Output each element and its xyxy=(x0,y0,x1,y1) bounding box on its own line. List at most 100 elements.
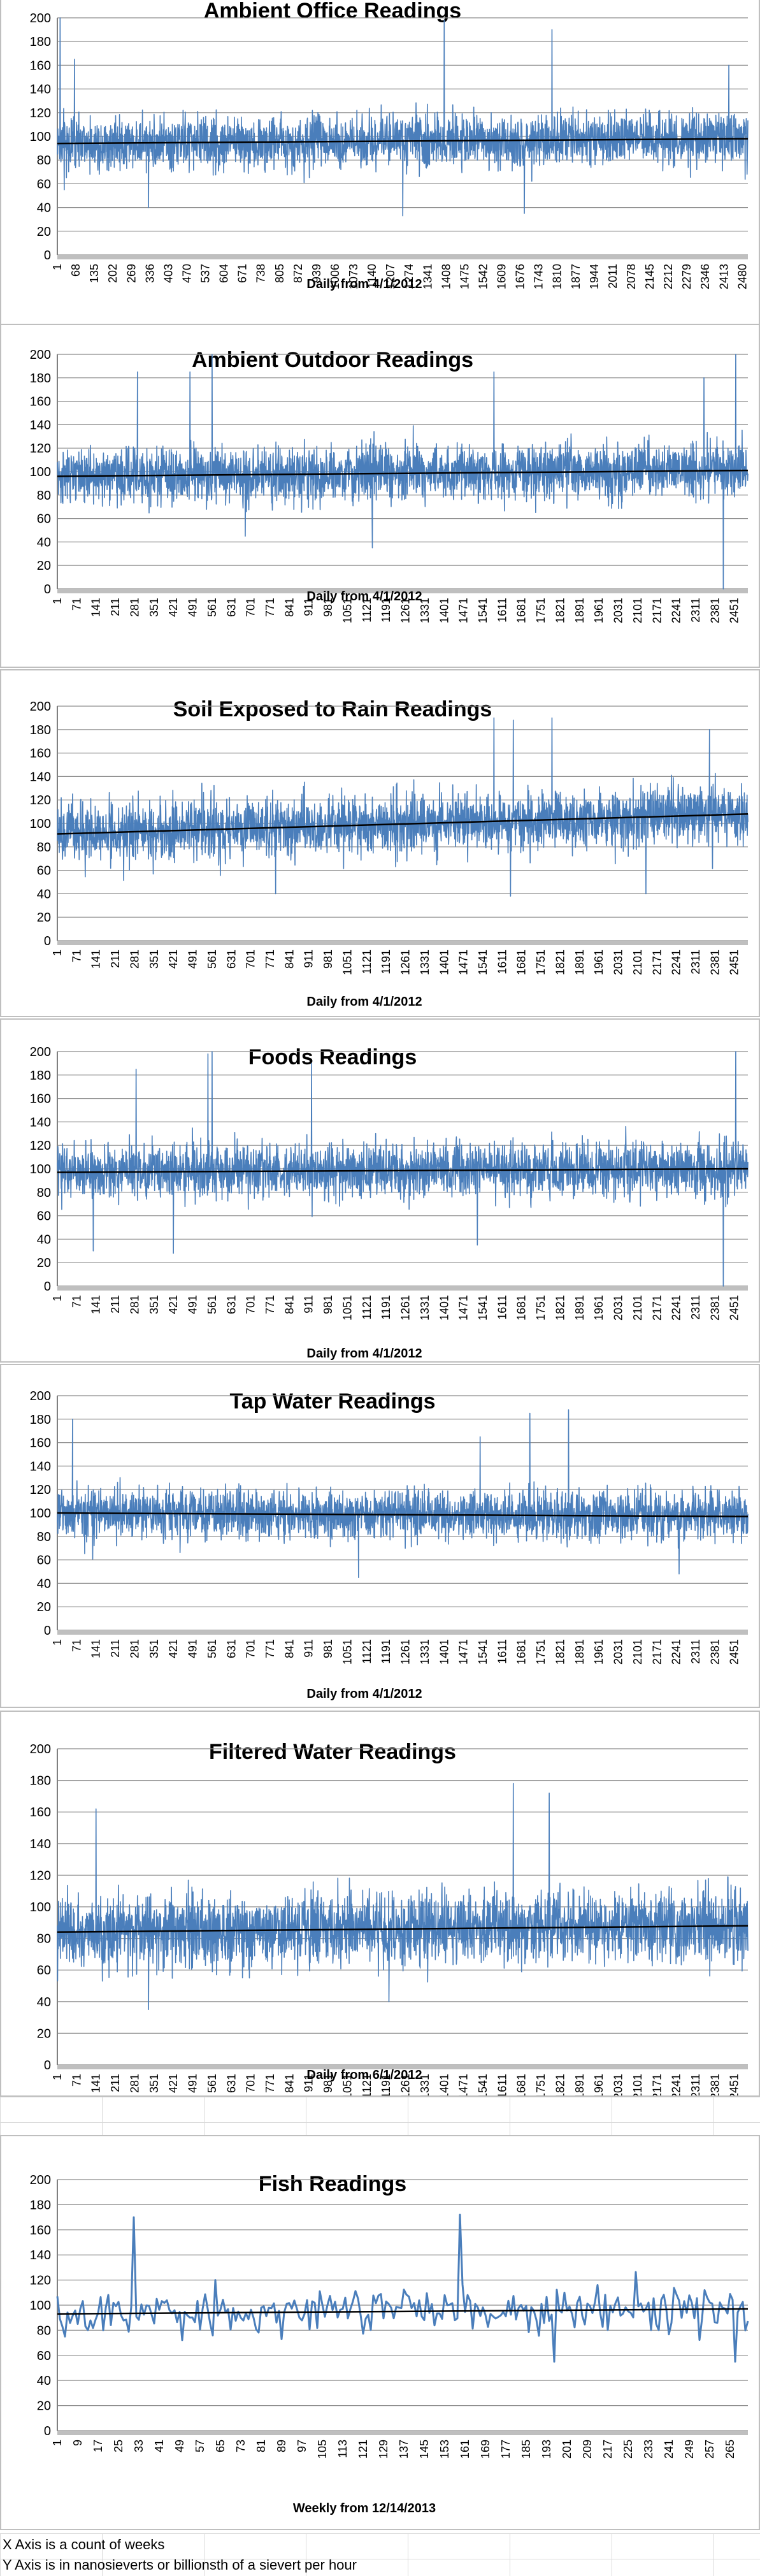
y-tick-label: 180 xyxy=(30,1774,51,1788)
x-tick-label: 141 xyxy=(90,598,103,617)
x-tick-label: 701 xyxy=(245,950,257,969)
x-tick-label: 2451 xyxy=(728,2074,741,2095)
x-tick-label: 1891 xyxy=(573,2074,586,2095)
y-tick-label: 180 xyxy=(30,1413,51,1427)
x-tick-label: 1961 xyxy=(592,1295,605,1321)
x-tick-label: 841 xyxy=(283,598,296,617)
y-tick-label: 80 xyxy=(37,154,51,168)
x-tick-label: 2212 xyxy=(662,264,675,289)
x-tick-label: 1261 xyxy=(399,1639,412,1665)
x-tick-label: 491 xyxy=(187,598,199,617)
y-tick-label: 160 xyxy=(30,2224,51,2238)
x-tick-label: 421 xyxy=(167,950,180,969)
x-tick-label: 265 xyxy=(724,2440,736,2459)
x-tick-label: 911 xyxy=(303,2074,315,2092)
x-tick-label: 135 xyxy=(88,264,101,283)
chart-panel-soil: Soil Exposed to Rain Readings 0 20 40 60 80 10… xyxy=(0,669,760,1017)
x-tick-label: 113 xyxy=(336,2440,349,2458)
x-tick-label: 2241 xyxy=(670,1639,683,1665)
x-tick-label: 1401 xyxy=(438,598,450,623)
x-tick-label: 701 xyxy=(245,1639,257,1658)
chart-panel-ambient-office: Ambient Office Readings 0 20 40 60 80 100 120 14… xyxy=(0,0,760,325)
x-tick-label: 202 xyxy=(106,264,119,283)
x-tick-label: 351 xyxy=(148,2074,161,2093)
x-tick-label: 1961 xyxy=(592,598,605,623)
x-tick-label: 561 xyxy=(206,950,219,969)
x-tick-label: 2171 xyxy=(650,1639,663,1665)
y-tick-label: 60 xyxy=(37,864,51,878)
x-axis xyxy=(57,255,748,259)
trend-line xyxy=(57,1168,749,1173)
y-tick-label: 20 xyxy=(37,1256,51,1270)
x-tick-label: 1944 xyxy=(588,264,601,289)
x-tick-label: 193 xyxy=(540,2440,553,2459)
x-tick-label: 561 xyxy=(206,1639,219,1658)
x-tick-label: 211 xyxy=(109,1295,122,1313)
y-tick-label: 160 xyxy=(30,747,51,761)
y-tick-label: 180 xyxy=(30,372,51,386)
y-tick-label: 200 xyxy=(30,1742,51,1756)
x-tick-label: 2381 xyxy=(708,598,721,623)
y-tick-label: 200 xyxy=(30,700,51,714)
chart-svg-4: Tap Water Readings 0 20 40 60 80 100 120 140 160 1… xyxy=(30,1389,749,1701)
x-tick-label: 631 xyxy=(225,1295,238,1314)
x-tick-label: 141 xyxy=(90,950,103,969)
x-tick-label: 89 xyxy=(275,2440,288,2452)
x-tick-label: 2241 xyxy=(670,950,683,975)
x-tick-label: 491 xyxy=(187,1639,199,1658)
x-tick-label: 2241 xyxy=(670,2074,683,2095)
x-tick-label: 1401 xyxy=(438,1639,450,1665)
chart-title: Foods Readings xyxy=(248,1045,417,1069)
x-tick-label: 211 xyxy=(109,950,122,968)
x-tick-label: 2311 xyxy=(689,598,702,623)
y-tick-label: 80 xyxy=(37,489,51,503)
y-tick-label: 140 xyxy=(30,1837,51,1851)
chart-panel-ambient-outdoor: Ambient Outdoor Readings 0 20 40 60 80 100 120 1… xyxy=(0,324,760,668)
x-axis-label: Daily from 6/1/2012 xyxy=(306,2068,422,2082)
y-tick-label: 160 xyxy=(30,395,51,409)
y-tick-label: 200 xyxy=(30,1389,51,1403)
x-tick-label: 1261 xyxy=(399,598,412,623)
y-tick-label: 100 xyxy=(30,817,51,831)
x-axis xyxy=(57,2065,748,2069)
trend-line xyxy=(57,1925,749,1933)
x-tick-label: 1751 xyxy=(534,1295,547,1321)
x-tick-label: 33 xyxy=(133,2440,145,2452)
y-tick-label: 200 xyxy=(30,348,51,362)
x-tick-label: 1821 xyxy=(554,598,567,623)
x-tick-label: 81 xyxy=(255,2440,268,2452)
x-tick-label: 68 xyxy=(69,264,82,277)
y-tick-label: 60 xyxy=(37,2349,51,2363)
x-tick-label: 281 xyxy=(129,1639,141,1658)
y-tick-label: 20 xyxy=(37,911,51,925)
x-tick-label: 872 xyxy=(292,264,305,283)
chart-svg-2: Soil Exposed to Rain Readings 0 20 40 60 80 10… xyxy=(30,697,749,1009)
chart-panel-filtered-water: Filtered Water Readings 0 20 40 60 80 100 120 14… xyxy=(0,1711,760,2097)
x-tick-label: 421 xyxy=(167,1295,180,1314)
x-tick-label: 201 xyxy=(561,2440,573,2459)
y-tick-label: 0 xyxy=(44,1624,51,1638)
chart-panel-fish: Fish Readings 0 20 40 60 80 100 120 140 160 180 200… xyxy=(0,2135,760,2530)
y-tick-label: 200 xyxy=(30,11,51,25)
x-tick-label: 269 xyxy=(125,264,138,283)
y-tick-label: 160 xyxy=(30,1805,51,1820)
note-x-axis: X Axis is a count of weeks xyxy=(3,2536,165,2552)
trend-line xyxy=(57,1512,749,1517)
series-line xyxy=(57,717,749,897)
x-tick-label: 217 xyxy=(601,2440,614,2459)
x-tick-label: 1541 xyxy=(477,1639,489,1665)
x-tick-label: 129 xyxy=(377,2440,390,2459)
x-tick-label: 561 xyxy=(206,598,219,617)
x-tick-label: 1821 xyxy=(554,1639,567,1665)
y-tick-label: 140 xyxy=(30,1115,51,1129)
y-tick-label: 60 xyxy=(37,1210,51,1224)
x-axis xyxy=(57,589,748,593)
x-tick-label: 470 xyxy=(180,264,193,283)
x-tick-label: 351 xyxy=(148,598,161,617)
y-tick-label: 80 xyxy=(37,1530,51,1544)
x-tick-label: 71 xyxy=(70,1639,83,1652)
y-tick-label: 140 xyxy=(30,418,51,432)
x-tick-label: 2031 xyxy=(612,1295,625,1321)
x-tick-label: 2031 xyxy=(612,598,625,623)
x-tick-label: 65 xyxy=(214,2440,227,2452)
